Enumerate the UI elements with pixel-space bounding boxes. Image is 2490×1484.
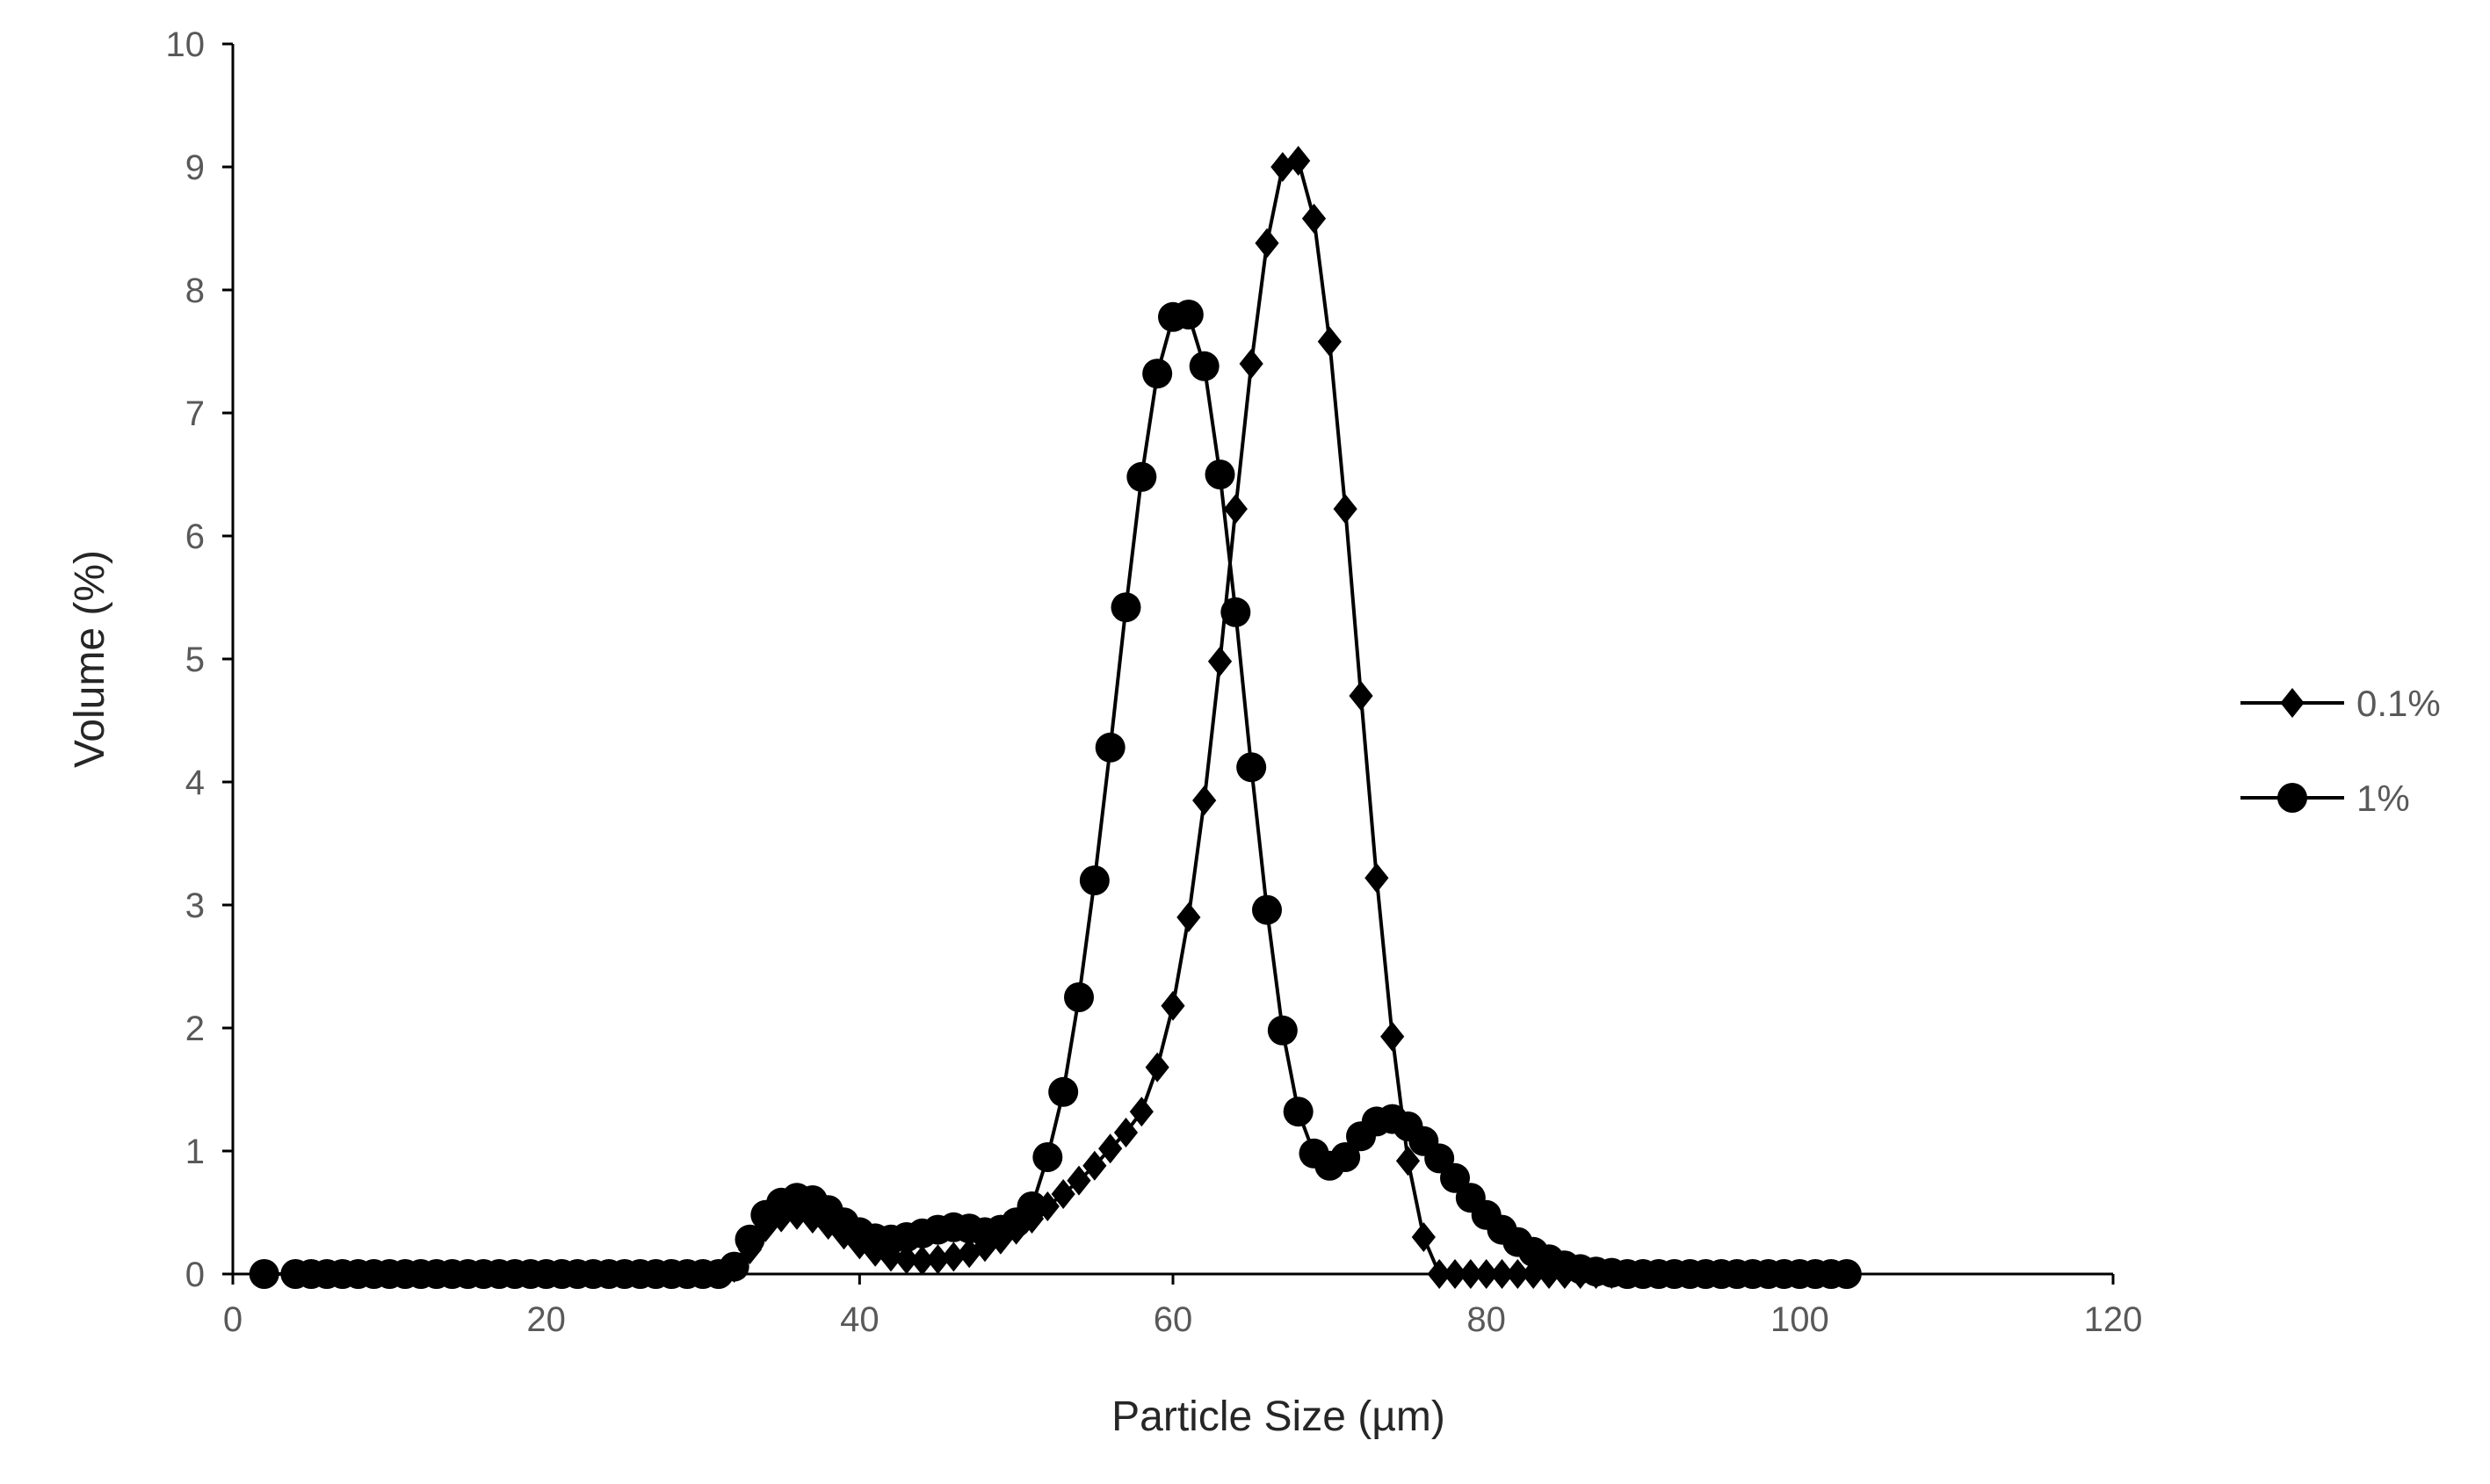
x-tick-label: 20 — [526, 1300, 566, 1339]
data-point — [1111, 592, 1141, 623]
x-tick-label: 80 — [1466, 1300, 1506, 1339]
data-point — [1207, 646, 1233, 677]
data-point — [1192, 785, 1217, 815]
data-point — [1317, 326, 1342, 357]
data-point — [1064, 982, 1094, 1012]
y-tick-label: 0 — [185, 1256, 205, 1294]
legend-marker — [2277, 783, 2307, 813]
data-point — [1220, 597, 1251, 627]
data-point — [1364, 863, 1389, 894]
data-point — [1176, 902, 1201, 932]
data-point — [1098, 1133, 1123, 1164]
data-point — [1032, 1142, 1063, 1172]
data-point — [719, 1251, 749, 1282]
data-point — [1380, 1021, 1405, 1052]
y-tick-label: 7 — [185, 395, 205, 433]
data-point — [1411, 1222, 1436, 1252]
data-point — [910, 1245, 935, 1276]
x-tick-label: 60 — [1154, 1300, 1193, 1339]
y-tick-label: 8 — [185, 271, 205, 310]
data-point — [1349, 681, 1373, 711]
legend-item: 1% — [2240, 778, 2410, 819]
data-point — [1205, 460, 1235, 489]
data-point — [1489, 1259, 1515, 1289]
data-point — [1301, 203, 1327, 234]
data-point — [1252, 894, 1282, 925]
data-point — [1129, 1097, 1154, 1127]
y-axis-title: Volume (%) — [67, 550, 113, 768]
y-tick-label: 2 — [185, 1010, 205, 1048]
data-point — [1145, 1052, 1169, 1082]
y-tick-label: 9 — [185, 148, 205, 187]
data-point — [1333, 494, 1357, 525]
data-point — [1239, 349, 1263, 379]
axes: 0 20 40 60 80 100 120 0 1 2 3 4 5 6 7 8 9 10 — [166, 25, 2143, 1339]
data-point — [1236, 752, 1267, 783]
data-point — [1051, 1179, 1075, 1209]
data-point — [1459, 1259, 1483, 1289]
data-point — [1443, 1259, 1467, 1289]
data-point — [1189, 351, 1220, 381]
data-point — [1283, 1097, 1314, 1127]
data-point — [1223, 494, 1248, 525]
data-point — [1126, 461, 1157, 492]
data-point — [1267, 1015, 1298, 1046]
legend-item: 0.1% — [2240, 683, 2441, 724]
data-point — [1082, 1150, 1107, 1181]
data-point — [941, 1241, 966, 1272]
y-tick-label: 6 — [185, 518, 205, 556]
legend-label: 0.1% — [2356, 683, 2441, 724]
data-point — [1161, 990, 1185, 1021]
data-point — [894, 1244, 919, 1275]
data-point — [1095, 732, 1126, 763]
data-point — [1048, 1076, 1079, 1107]
x-tick-label: 100 — [1770, 1300, 1829, 1339]
legend: 0.1% 1% — [2240, 683, 2441, 819]
series-2 — [249, 300, 1862, 1289]
y-tick-label: 10 — [166, 25, 206, 64]
data-point — [1255, 228, 1279, 258]
series-layer — [249, 146, 1862, 1289]
data-point — [1113, 1118, 1139, 1147]
data-point — [1474, 1259, 1499, 1289]
data-point — [1142, 358, 1173, 389]
data-point — [1286, 146, 1311, 176]
y-tick-label: 3 — [185, 887, 205, 925]
data-point — [1395, 1146, 1421, 1176]
data-point — [1173, 300, 1204, 329]
data-point — [1079, 865, 1110, 895]
y-tick-label: 4 — [185, 764, 205, 802]
y-tick-label: 1 — [185, 1133, 205, 1171]
data-point — [1831, 1259, 1862, 1289]
data-point — [1330, 1142, 1361, 1172]
x-tick-label: 0 — [223, 1300, 242, 1339]
data-point — [1067, 1165, 1091, 1196]
x-tick-label: 120 — [2084, 1300, 2143, 1339]
data-point — [1017, 1191, 1047, 1221]
data-point — [1505, 1259, 1530, 1289]
y-tick-label: 5 — [185, 641, 205, 679]
legend-marker — [2280, 688, 2305, 718]
x-tick-label: 40 — [840, 1300, 879, 1339]
data-point — [249, 1259, 279, 1289]
x-axis-title: Particle Size (µm) — [1111, 1394, 1445, 1440]
data-point — [735, 1224, 765, 1255]
data-point — [925, 1244, 951, 1275]
data-point — [1427, 1259, 1451, 1289]
legend-label: 1% — [2356, 778, 2410, 819]
